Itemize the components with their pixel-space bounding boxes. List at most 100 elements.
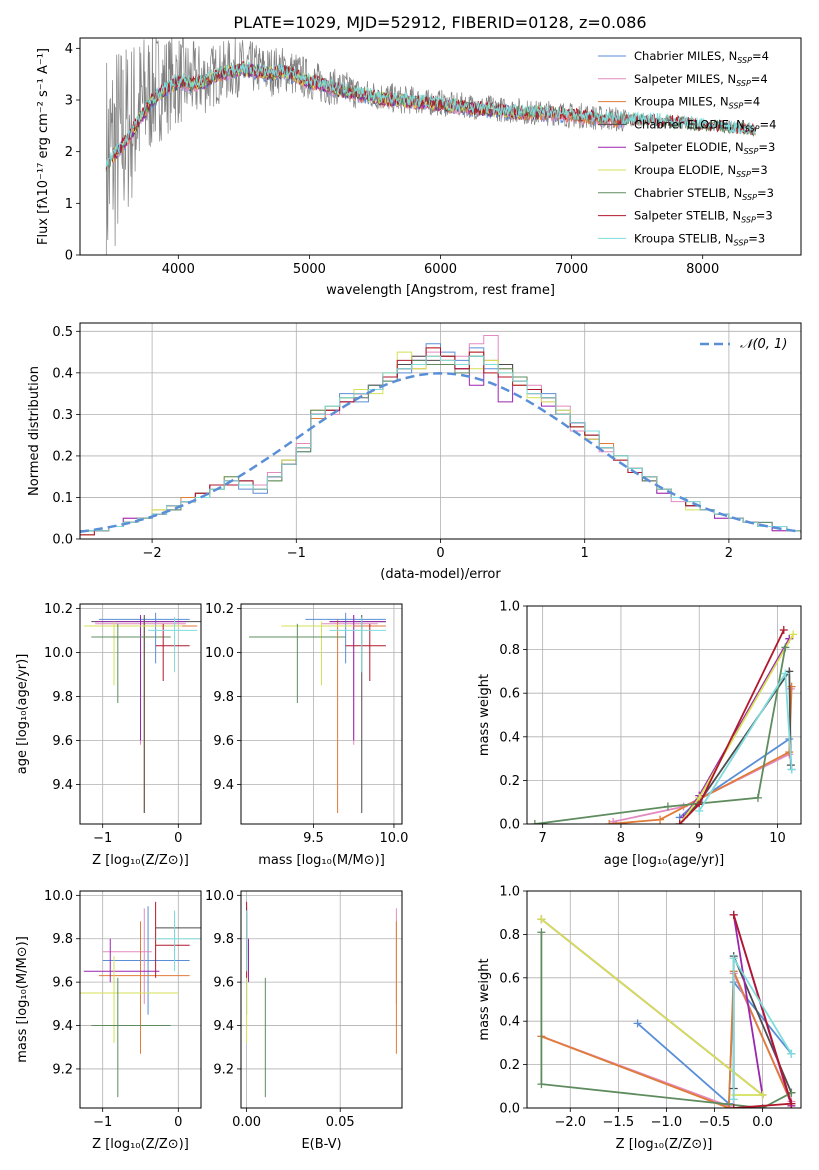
- weight-point: [758, 1090, 767, 1099]
- y-tick-label: 9.2: [52, 1062, 73, 1077]
- errorbar: [305, 612, 386, 664]
- plot-area: [530, 625, 798, 824]
- weight-point: [787, 1099, 796, 1108]
- y-tick-label: 1.0: [499, 600, 520, 615]
- x-tick-label: −1: [287, 546, 306, 561]
- x-tick-label: −2.0: [554, 1115, 586, 1130]
- x-tick-label: 0: [174, 1115, 182, 1130]
- legend-subscript: SSP: [736, 170, 751, 179]
- y-tick-label: 9.6: [52, 976, 73, 991]
- y-tick-label: 10.0: [205, 889, 234, 904]
- legend-text: Chabrier ELODIE, N: [634, 117, 745, 131]
- y-tick-label: 0.2: [499, 774, 520, 789]
- x-tick-label: −1: [93, 1115, 112, 1130]
- weight-point: [675, 820, 684, 824]
- y-tick-label: 10.0: [44, 889, 73, 904]
- legend-text-tail: =4: [760, 117, 777, 131]
- x-axis-label: Z [log₁₀(Z/Z⊙)]: [92, 1137, 189, 1152]
- legend-subscript: SSP: [745, 124, 760, 133]
- y-axis-label: mass weight: [477, 674, 492, 756]
- x-tick-label: 2: [725, 546, 733, 561]
- histogram-step: [80, 355, 801, 539]
- legend-label: Salpeter ELODIE, NSSP=3: [634, 140, 775, 156]
- x-axis-label: (data-model)/error: [380, 567, 501, 582]
- y-tick-label: 9.4: [213, 1019, 234, 1034]
- y-tick-label: 0.0: [499, 1102, 520, 1117]
- weight-point: [729, 954, 738, 963]
- x-tick-label: 7000: [555, 262, 588, 277]
- weight-point: [537, 915, 546, 924]
- chart-age_vs_Z: −1 0 9.4 9.6 9.8 10.0 10.2 Z [log₁₀(Z/Z⊙)] age […: [15, 602, 202, 868]
- weight-point: [729, 910, 738, 919]
- plot-area: [537, 910, 796, 1108]
- y-tick-label: 0.6: [499, 687, 520, 702]
- x-tick-label: 9.5: [303, 831, 324, 846]
- weight-point: [663, 802, 672, 811]
- model-line: [105, 60, 756, 168]
- x-axis-label: mass [log₁₀(M/M⊙)]: [258, 853, 385, 868]
- legend-text-tail: =3: [748, 231, 765, 245]
- legend-label: Kroupa MILES, NSSP=4: [634, 95, 760, 111]
- legend-text: Chabrier STELIB, N: [634, 186, 742, 200]
- x-tick-label: 1: [581, 546, 589, 561]
- legend-label: Chabrier STELIB, NSSP=3: [634, 186, 774, 202]
- legend-label: 𝒩(0, 1): [740, 337, 787, 352]
- x-axis-label: Z [log₁₀(Z/Z⊙)]: [616, 1137, 713, 1152]
- errorbar: [345, 623, 386, 681]
- weight-point: [729, 1104, 738, 1108]
- legend-label: Kroupa ELODIE, NSSP=3: [634, 163, 768, 179]
- legend-label: Chabrier ELODIE, NSSP=4: [634, 117, 776, 133]
- axes-frame: [79, 322, 802, 540]
- axes-frame: [79, 890, 202, 1109]
- legend-text: Salpeter MILES, N: [634, 72, 736, 86]
- chart-residuals: −2 −1 0 1 2 0.0 0.1 0.2 0.3 0.4 0.5 (data-model)/er…: [27, 322, 802, 582]
- y-tick-label: 9.6: [52, 734, 73, 749]
- y-tick-label: 0.0: [499, 818, 520, 833]
- x-tick-label: 0.0: [752, 1115, 773, 1130]
- chart-weight_vs_age: 7 8 9 10 0.0 0.2 0.4 0.6 0.8 1.0 age [log₁₀(age/yr…: [477, 600, 802, 868]
- errorbar: [91, 623, 171, 703]
- y-axis-label: mass weight: [477, 958, 492, 1040]
- errorbar: [87, 619, 198, 813]
- x-tick-label: 9: [695, 831, 703, 846]
- x-tick-label: 0.00: [232, 1115, 261, 1130]
- weight-point: [656, 815, 665, 824]
- weight-point: [753, 793, 762, 802]
- errorbar: [297, 619, 386, 813]
- y-tick-label: 1.0: [499, 885, 520, 900]
- y-tick-label: 10.2: [44, 602, 73, 617]
- y-axis-label: mass [log₁₀(M/M⊙)]: [15, 936, 30, 1063]
- weight-point: [605, 820, 614, 824]
- y-tick-label: 10.0: [205, 646, 234, 661]
- axes-frame: [79, 603, 202, 825]
- weight-point: [729, 1095, 738, 1104]
- y-tick-label: 0.3: [52, 408, 73, 423]
- errorbar: [83, 938, 160, 983]
- weight-line: [534, 647, 787, 824]
- model-line: [105, 60, 756, 170]
- y-tick-label: 10.0: [44, 646, 73, 661]
- legend-label: Chabrier MILES, NSSP=4: [634, 49, 769, 65]
- errorbar: [83, 621, 183, 686]
- legend-subscript: SSP: [736, 79, 751, 88]
- legend-subscript: SSP: [744, 147, 759, 156]
- errorbar: [281, 621, 354, 686]
- legend-text-tail: =4: [743, 95, 760, 109]
- legend-text: Kroupa MILES, N: [634, 95, 729, 109]
- axes-frame: [526, 890, 802, 1109]
- weight-point: [787, 1049, 796, 1058]
- normal-curve: [80, 372, 801, 533]
- y-tick-label: 9.4: [52, 778, 73, 793]
- errorbar: [80, 956, 179, 1043]
- plot-area: [80, 901, 201, 1098]
- legend-text: Salpeter ELODIE, N: [634, 140, 744, 154]
- y-tick-label: 0.8: [499, 928, 520, 943]
- y-tick-label: 0.5: [52, 325, 73, 340]
- y-tick-label: 10.2: [205, 602, 234, 617]
- y-tick-label: 9.8: [213, 690, 234, 705]
- errorbar: [249, 623, 346, 703]
- x-axis-label: age [log₁₀(age/yr)]: [604, 853, 725, 868]
- y-tick-label: 0.8: [499, 643, 520, 658]
